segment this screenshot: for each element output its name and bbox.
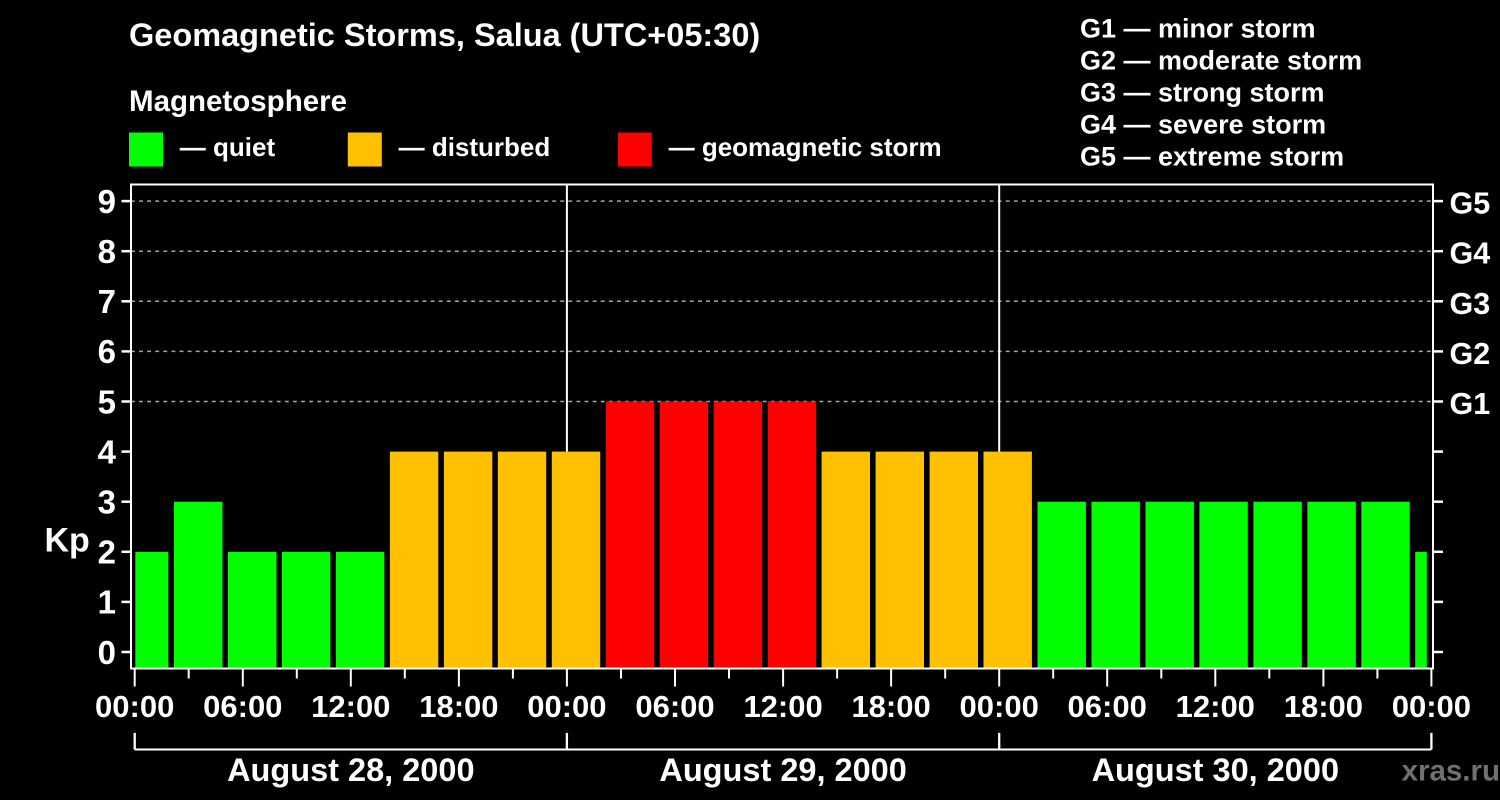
svg-text:G4: G4 (1450, 237, 1491, 271)
svg-text:9: 9 (98, 183, 116, 220)
svg-text:6: 6 (98, 333, 116, 370)
svg-text:18:00: 18:00 (1284, 689, 1363, 724)
svg-text:xras.ru: xras.ru (1402, 755, 1500, 788)
svg-text:18:00: 18:00 (851, 689, 930, 724)
svg-text:0: 0 (98, 634, 116, 671)
svg-text:12:00: 12:00 (1176, 689, 1255, 724)
svg-text:3: 3 (98, 484, 116, 521)
svg-text:06:00: 06:00 (203, 689, 282, 724)
svg-text:Magnetosphere: Magnetosphere (129, 85, 347, 118)
svg-text:— disturbed: — disturbed (399, 132, 551, 162)
svg-text:G1 — minor storm: G1 — minor storm (1080, 13, 1316, 43)
svg-text:7: 7 (98, 283, 116, 320)
svg-text:G3: G3 (1450, 287, 1491, 321)
svg-text:G2: G2 (1450, 337, 1491, 371)
svg-text:06:00: 06:00 (635, 689, 714, 724)
svg-text:G1: G1 (1450, 387, 1491, 421)
svg-text:12:00: 12:00 (311, 689, 390, 724)
svg-text:August 28, 2000: August 28, 2000 (227, 752, 474, 788)
svg-text:8: 8 (98, 233, 116, 270)
svg-text:5: 5 (98, 383, 116, 420)
svg-text:18:00: 18:00 (419, 689, 498, 724)
svg-text:Kp: Kp (45, 522, 90, 560)
svg-text:00:00: 00:00 (527, 689, 606, 724)
svg-text:August 30, 2000: August 30, 2000 (1092, 752, 1339, 788)
svg-text:4: 4 (98, 433, 117, 470)
svg-text:G2 — moderate storm: G2 — moderate storm (1080, 45, 1362, 75)
svg-text:2: 2 (98, 534, 116, 571)
svg-text:G5 — extreme storm: G5 — extreme storm (1080, 142, 1344, 172)
svg-text:G3 — strong storm: G3 — strong storm (1080, 78, 1325, 108)
svg-text:1: 1 (98, 584, 116, 621)
svg-text:06:00: 06:00 (1068, 689, 1147, 724)
svg-text:12:00: 12:00 (743, 689, 822, 724)
svg-text:00:00: 00:00 (95, 689, 174, 724)
svg-text:00:00: 00:00 (1392, 689, 1471, 724)
svg-text:— quiet: — quiet (180, 132, 276, 162)
svg-text:00:00: 00:00 (960, 689, 1039, 724)
svg-text:August 29, 2000: August 29, 2000 (659, 752, 906, 788)
svg-text:— geomagnetic storm: — geomagnetic storm (669, 132, 942, 162)
svg-text:G5: G5 (1450, 187, 1491, 221)
svg-text:G4 — severe storm: G4 — severe storm (1080, 110, 1326, 140)
svg-text:Geomagnetic Storms, Salua (UTC: Geomagnetic Storms, Salua (UTC+05:30) (129, 17, 760, 53)
